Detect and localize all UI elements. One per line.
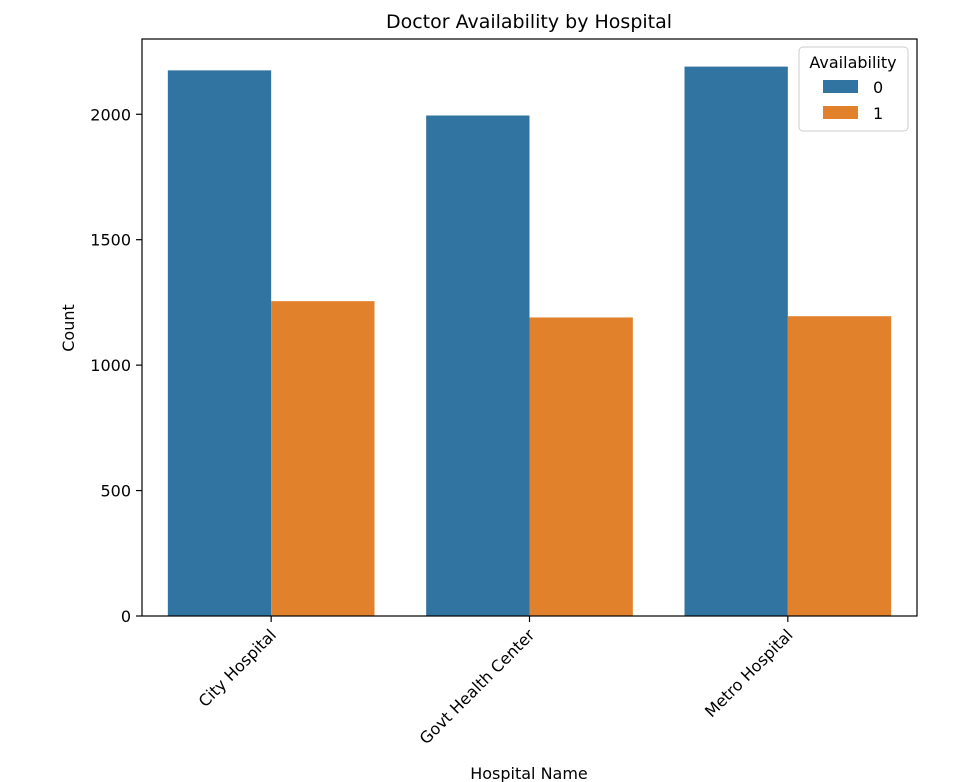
bars-group [167, 66, 892, 617]
x-tick-label: Govt Health Center [416, 625, 539, 748]
bar-series-0-metro-hospital [684, 66, 788, 617]
y-tick-label: 1500 [90, 231, 131, 250]
y-axis-label: Count [59, 304, 78, 352]
legend-label-1: 1 [873, 104, 883, 123]
x-axis-ticks: City Hospital Govt Health Center Metro Hos… [195, 616, 797, 748]
y-tick-label: 2000 [90, 105, 131, 124]
legend-swatch-0 [823, 80, 858, 93]
legend-swatch-1 [823, 106, 858, 119]
bar-series-0-govt-health-center [426, 115, 530, 616]
legend: Availability 01 [798, 46, 909, 132]
x-tick-label: City Hospital [195, 625, 280, 710]
plot-frame [141, 38, 918, 617]
bar-series-0-city-hospital [167, 70, 272, 616]
y-tick-label: 1000 [90, 356, 131, 375]
y-tick-label: 0 [121, 607, 131, 626]
bar-series-1-metro-hospital [787, 316, 892, 616]
y-tick-label: 500 [100, 482, 131, 501]
legend-title: Availability [809, 53, 896, 72]
chart-title: Doctor Availability by Hospital [386, 11, 672, 33]
bar-series-1-govt-health-center [529, 317, 633, 616]
y-axis-ticks: 0 500 1000 1500 2000 [90, 105, 142, 626]
bar-series-1-city-hospital [271, 301, 375, 616]
x-tick-label: Metro Hospital [701, 625, 797, 721]
legend-items: 01 [823, 78, 883, 123]
x-axis-label: Hospital Name [470, 764, 588, 782]
legend-label-0: 0 [873, 78, 883, 97]
